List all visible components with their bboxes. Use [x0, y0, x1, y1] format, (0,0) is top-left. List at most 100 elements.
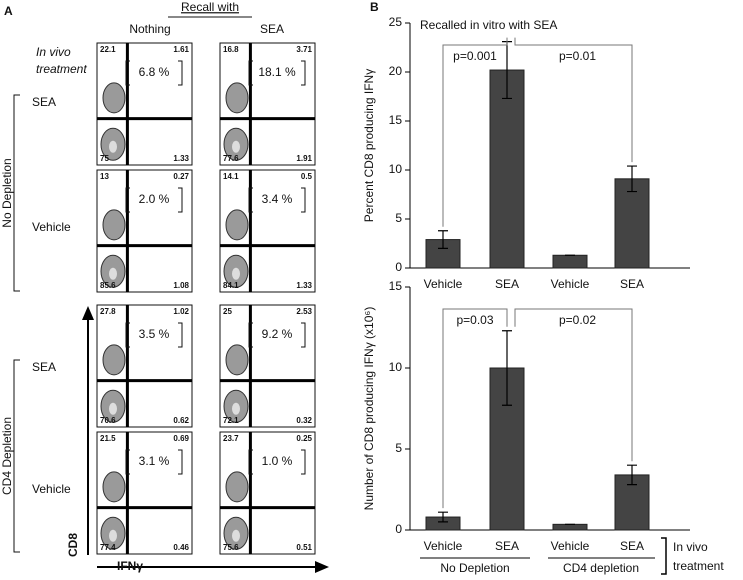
bracket — [125, 60, 183, 86]
cell-population — [225, 471, 249, 503]
quadrant-value: 25 — [223, 307, 232, 316]
percent-label: 3.4 % — [262, 192, 293, 206]
x-tick-label: Vehicle — [424, 277, 463, 291]
cell-population — [225, 82, 249, 114]
percent-label: 3.5 % — [139, 327, 170, 341]
quadrant-value: 1.08 — [173, 281, 189, 290]
quadrant-value: 0.27 — [173, 172, 189, 181]
annotation: p=0.01 — [559, 49, 596, 63]
group-bracket — [13, 359, 20, 553]
significance-bracket — [442, 37, 508, 227]
y-tick-label: 0 — [395, 522, 402, 536]
chart-title: Recalled in vitro with SEA — [420, 18, 557, 32]
percent-label: 9.2 % — [262, 327, 293, 341]
cell-population-core — [232, 267, 240, 280]
arrow-head — [82, 306, 94, 320]
y-tick-label: 10 — [389, 360, 403, 374]
quadrant-value: 3.71 — [296, 45, 312, 54]
error-bar — [438, 230, 448, 249]
bracket — [125, 187, 183, 213]
row-label: Vehicle — [32, 220, 71, 234]
y-tick-label: 15 — [389, 279, 403, 293]
arrow-head — [315, 561, 329, 573]
axis-label: IFNγ — [117, 559, 143, 573]
column-label: Nothing — [129, 22, 170, 36]
significance-bracket — [514, 308, 633, 462]
cell-population-core — [109, 402, 117, 415]
error-bar — [627, 165, 637, 193]
x-tick-label: SEA — [495, 539, 519, 553]
bar — [552, 254, 588, 269]
y-axis-label: Number of CD8 producing IFNγ (x10⁶) — [362, 307, 376, 511]
x-tick-label: Vehicle — [424, 539, 463, 553]
row-label: SEA — [32, 360, 56, 374]
group-title: treatment — [673, 559, 724, 573]
quadrant-value: 0.5 — [301, 172, 313, 181]
y-tick-label: 15 — [389, 113, 403, 127]
cell-population — [102, 471, 126, 503]
y-axis-label: Percent CD8 producing IFNγ — [362, 69, 376, 222]
error-bar — [502, 330, 512, 406]
annotation: p=0.001 — [453, 49, 497, 63]
y-tick-label: 25 — [389, 15, 403, 29]
quadrant-value: 72.1 — [223, 416, 239, 425]
bracket — [125, 449, 183, 475]
quadrant-value: 2.53 — [296, 307, 312, 316]
quadrant-value: 77.4 — [100, 543, 116, 552]
quadrant-value: 0.25 — [296, 434, 312, 443]
cell-population — [225, 344, 249, 376]
quadrant-value: 0.62 — [173, 416, 189, 425]
quadrant-value: 70.6 — [100, 416, 116, 425]
recall-title: Recall with — [181, 0, 239, 14]
row-label: SEA — [32, 95, 56, 109]
percent-label: 6.8 % — [139, 65, 170, 79]
percent-label: 1.0 % — [262, 454, 293, 468]
significance-bracket — [514, 37, 633, 163]
error-bar — [627, 464, 637, 486]
quadrant-value: 1.33 — [173, 154, 189, 163]
quadrant-value: 84.1 — [223, 281, 239, 290]
bracket — [248, 187, 306, 213]
panel-letter: B — [370, 0, 379, 14]
y-tick-label: 5 — [395, 441, 402, 455]
x-tick-label: SEA — [495, 277, 519, 291]
quadrant-value: 0.51 — [296, 543, 312, 552]
quadrant-value: 75.6 — [223, 543, 239, 552]
x-tick-label: Vehicle — [551, 277, 590, 291]
x-tick-label: SEA — [620, 539, 644, 553]
bracket — [125, 322, 183, 348]
column-label: SEA — [260, 22, 284, 36]
bar — [614, 178, 650, 269]
bar — [489, 69, 525, 269]
y-tick-label: 10 — [389, 162, 403, 176]
y-tick-label: 20 — [389, 64, 403, 78]
error-bar — [438, 511, 448, 523]
quadrant-value: 22.1 — [100, 45, 116, 54]
cell-population — [102, 82, 126, 114]
cell-population-core — [109, 267, 117, 280]
quadrant-value: 14.1 — [223, 172, 239, 181]
quadrant-value: 23.7 — [223, 434, 239, 443]
cell-population-core — [109, 529, 117, 542]
cell-population-core — [232, 529, 240, 542]
quadrant-value: 16.8 — [223, 45, 239, 54]
in-vivo-label: In vivo — [36, 45, 71, 59]
quadrant-value: 0.46 — [173, 543, 189, 552]
annotation: p=0.02 — [559, 313, 596, 327]
bracket — [248, 60, 306, 86]
bar — [552, 523, 588, 531]
cell-population-core — [232, 140, 240, 153]
quadrant-value: 1.33 — [296, 281, 312, 290]
panel-letter: A — [4, 4, 13, 18]
row-label: Vehicle — [32, 482, 71, 496]
quadrant-value: 27.8 — [100, 307, 116, 316]
group-bracket — [13, 94, 20, 292]
bracket — [248, 449, 306, 475]
quadrant-value: 77.6 — [223, 154, 239, 163]
quadrant-value: 1.91 — [296, 154, 312, 163]
quadrant-value: 0.69 — [173, 434, 189, 443]
quadrant-value: 85.6 — [100, 281, 116, 290]
quadrant-value: 1.02 — [173, 307, 189, 316]
y-tick-label: 5 — [395, 211, 402, 225]
